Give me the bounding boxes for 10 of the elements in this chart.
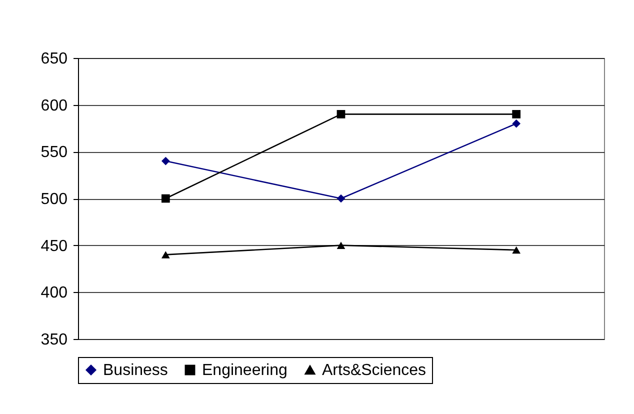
legend-label: Arts&Sciences bbox=[322, 362, 426, 379]
legend-label: Engineering bbox=[202, 362, 288, 379]
y-tick-label: 550 bbox=[40, 144, 68, 162]
y-tick-label: 400 bbox=[40, 284, 68, 302]
y-tick-label: 500 bbox=[40, 191, 68, 208]
legend-label: Business bbox=[103, 362, 168, 379]
y-tick-label: 450 bbox=[40, 238, 68, 255]
y-tick-label: 600 bbox=[40, 97, 68, 114]
y-tick-label: 350 bbox=[40, 332, 68, 348]
y-tick-label: 650 bbox=[40, 50, 68, 68]
